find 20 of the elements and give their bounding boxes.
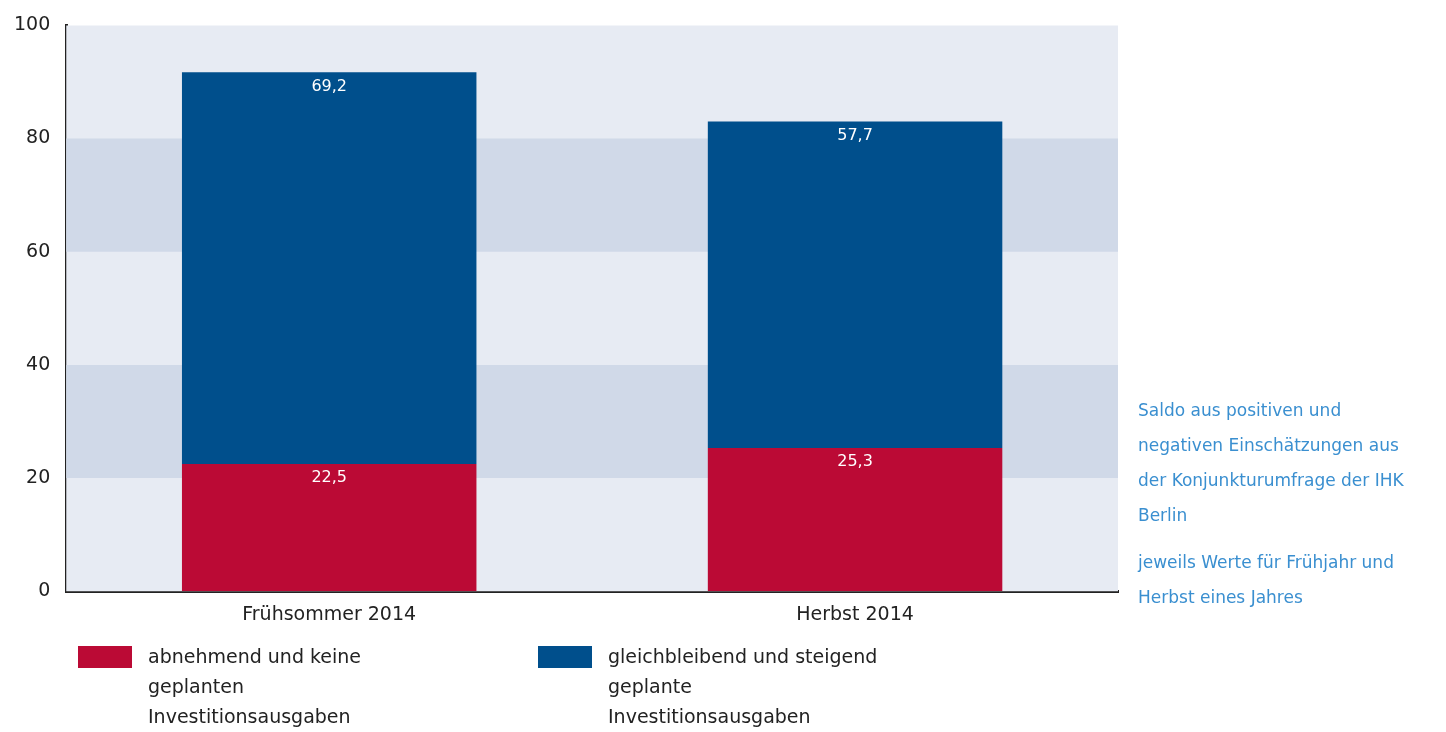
- y-tick-label: 100: [14, 12, 51, 35]
- bar: [181, 72, 477, 464]
- data-label: 22,5: [311, 467, 348, 487]
- y-tick-label: 20: [26, 464, 51, 487]
- bar: [707, 448, 1003, 592]
- y-tick-label: 80: [26, 125, 51, 148]
- y-tick-label: 40: [26, 351, 51, 374]
- data-label: 25,3: [837, 451, 873, 471]
- data-label: 69,2: [311, 75, 348, 95]
- bar: [707, 121, 1003, 449]
- x-tick-label: Herbst 2014: [796, 601, 914, 624]
- y-tick-label: 60: [26, 238, 51, 261]
- data-label: 57,7: [837, 124, 873, 144]
- x-tick-label: Frühsommer 2014: [242, 601, 417, 624]
- text: Saldo aus positiven und negativen Einschätzungen aus der Konjunkturumfrage der IHK Berlin: [1138, 399, 1405, 527]
- bar: [181, 463, 477, 592]
- legend-label: gleichbleibend und steigend geplante Investitionsausgaben: [608, 644, 879, 729]
- y-tick-label: 0: [38, 578, 51, 601]
- legend-label: abnehmend und keine geplanten Investitionsausgaben: [148, 644, 363, 729]
- text: jeweils Werte für Frühjahr und Herbst eines Jahres: [1138, 551, 1395, 609]
